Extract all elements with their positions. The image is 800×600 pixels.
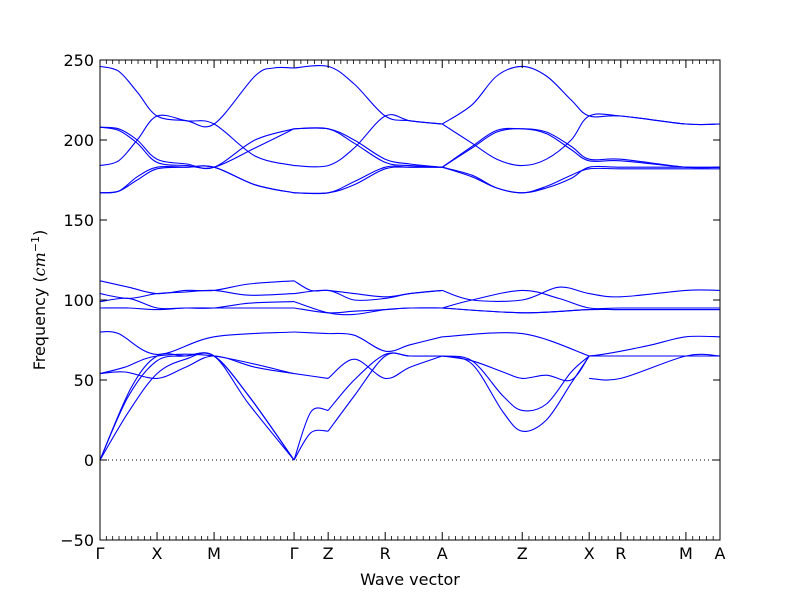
band-line [99,353,295,375]
x-tick-label: A [715,544,726,563]
band-line [442,355,590,382]
x-tick-label: Γ [96,544,105,563]
x-tick-label: M [207,544,221,563]
band-line [293,407,329,461]
y-tick-label: 0 [84,451,94,470]
band-line [294,127,443,168]
x-tick-label: Γ [290,544,299,563]
band-line [99,352,295,461]
band-lines [99,64,721,461]
y-tick-label: −50 [60,531,94,550]
band-line [441,65,721,126]
band-line [589,353,721,381]
band-line [441,127,721,169]
minor-ticks [105,60,714,540]
band-line [99,126,295,170]
x-tick-label: X [152,544,163,563]
plot-frame [99,59,721,541]
band-line [99,114,295,167]
band-line [99,126,295,169]
band-line [99,165,295,194]
band-line [294,331,329,335]
x-tick-label: M [679,544,693,563]
x-tick-label: Z [323,544,334,563]
band-line [99,65,295,128]
y-tick-label: 250 [63,51,94,70]
band-line [294,64,443,125]
y-tick-label: 100 [63,291,94,310]
band-line [294,166,443,194]
band-line [328,332,443,353]
band-line [442,355,590,412]
y-tick-label: 150 [63,211,94,230]
band-line [442,166,720,194]
band-line [294,127,443,168]
band-line [99,280,295,295]
band-line [442,332,590,357]
y-axis-label: Frequency (cm−1) [29,230,49,371]
band-line [99,330,295,355]
band-line [441,113,721,167]
band-line [442,355,590,432]
band-line [442,307,720,314]
band-line [99,352,295,461]
band-line [293,373,329,379]
y-label-exponent: −1 [29,236,42,252]
band-line [327,352,443,411]
x-tick-label: A [437,544,448,563]
band-line [589,335,721,357]
x-tick-label: X [584,544,595,563]
y-axis: −50 0 50 100 150 200 250 [60,51,720,550]
x-axis-label: Wave vector [360,570,460,589]
band-line [293,429,329,461]
x-tick-label: R [380,544,391,563]
y-label-unit: cm [30,252,49,276]
y-tick-label: 50 [74,371,94,390]
band-line [99,355,295,379]
band-line [442,289,720,310]
band-line [327,352,443,432]
x-tick-label: R [615,544,626,563]
band-line [294,114,443,168]
band-line [442,286,721,302]
band-line [99,289,295,299]
band-line [99,297,295,310]
band-line [441,128,721,169]
band-line [442,165,720,194]
y-label-suffix: ) [30,230,49,236]
x-tick-label: Z [517,544,528,563]
y-label-prefix: Frequency ( [30,276,49,370]
band-line [99,307,295,311]
y-tick-label: 200 [63,131,94,150]
band-line [293,307,443,314]
band-line [294,165,443,195]
band-line [99,165,295,194]
band-line [294,289,443,302]
band-line [327,355,443,380]
band-line [293,280,443,298]
